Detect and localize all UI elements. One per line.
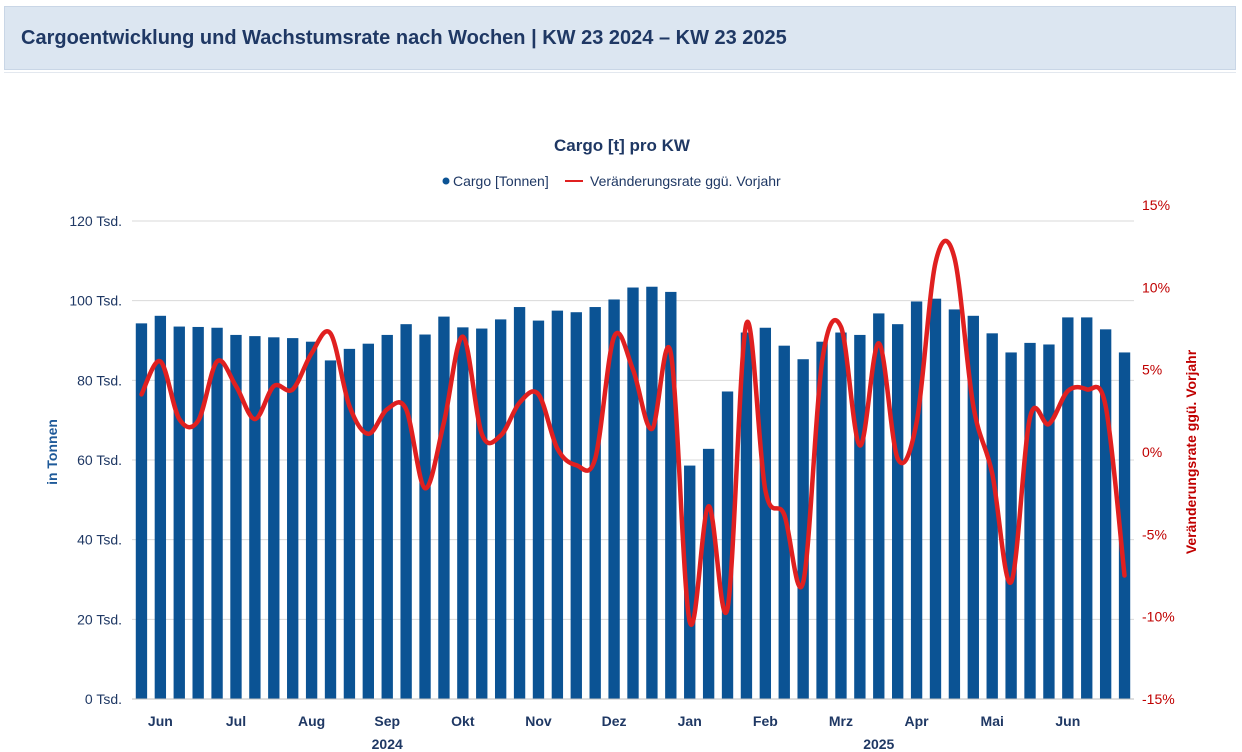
y-tick-label-right: 10%	[1142, 279, 1170, 295]
cargo-bar	[1062, 317, 1074, 699]
x-tick-label-month: Jul	[226, 713, 246, 729]
x-tick-label-month: Jun	[148, 713, 173, 729]
cargo-bar	[551, 310, 564, 699]
cargo-bar	[1081, 317, 1093, 699]
x-tick-label-month: Sep	[374, 713, 400, 729]
cargo-bar	[135, 323, 148, 699]
cargo-bar	[608, 299, 620, 699]
legend: Cargo [Tonnen] Veränderungsrate ggü. Vor…	[442, 173, 781, 189]
x-tick-label-month: Jan	[678, 713, 702, 729]
cargo-bar	[419, 334, 431, 699]
legend-bar-marker	[442, 177, 450, 185]
cargo-bar	[173, 326, 185, 699]
x-tick-label-month: Jun	[1055, 713, 1080, 729]
cargo-bar	[438, 316, 450, 699]
legend-bar-label: Cargo [Tonnen]	[453, 173, 549, 189]
y-tick-label-left: 0 Tsd.	[85, 691, 122, 707]
cargo-bar	[400, 324, 412, 699]
cargo-bar	[873, 313, 885, 699]
cargo-bar	[476, 328, 488, 699]
cargo-bar	[702, 448, 715, 699]
y-tick-label-right: 5%	[1142, 362, 1162, 378]
x-tick-label-month: Nov	[525, 713, 552, 729]
y-tick-label-right: 0%	[1142, 444, 1162, 460]
bar-series	[135, 286, 1131, 699]
cargo-bar	[816, 341, 828, 699]
cargo-bar	[929, 298, 942, 699]
x-tick-label-month: Apr	[905, 713, 930, 729]
cargo-bar	[835, 332, 847, 699]
cargo-bar	[192, 326, 204, 699]
cargo-bar	[324, 360, 337, 699]
y-tick-label-right: -5%	[1142, 526, 1167, 542]
cargo-bar	[740, 332, 753, 699]
header-divider	[4, 72, 1236, 73]
x-tick-label-month: Dez	[602, 713, 627, 729]
y-axis-right-ticks: -15% -10% -5% 0% 5% 10% 15%	[1142, 197, 1175, 707]
cargo-bar	[665, 291, 677, 699]
cargo-bar	[1099, 329, 1112, 699]
cargo-bar	[967, 315, 979, 699]
cargo-bar	[513, 307, 526, 699]
y-tick-label-left: 20 Tsd.	[77, 611, 122, 627]
y-tick-label-right: 15%	[1142, 197, 1170, 213]
y-axis-left-ticks: 0 Tsd. 20 Tsd. 40 Tsd. 60 Tsd. 80 Tsd. 100 Ts…	[69, 213, 122, 707]
cargo-bar	[343, 348, 356, 699]
cargo-bar	[986, 333, 998, 699]
cargo-bar	[684, 465, 696, 699]
cargo-bar	[721, 391, 734, 699]
y-tick-label-left: 80 Tsd.	[77, 372, 122, 388]
cargo-bar	[910, 301, 923, 699]
cargo-bar	[759, 327, 772, 699]
y-tick-label-right: -10%	[1142, 609, 1175, 625]
y-axis-left-label: in Tonnen	[44, 419, 60, 485]
cargo-bar	[494, 319, 507, 699]
cargo-bar	[570, 312, 582, 699]
cargo-bar	[1024, 342, 1036, 699]
legend-line-label: Veränderungsrate ggü. Vorjahr	[590, 173, 781, 189]
y-tick-label-right: -15%	[1142, 691, 1175, 707]
cargo-bar	[268, 337, 280, 699]
cargo-bar	[381, 334, 393, 699]
cargo-bar	[362, 343, 374, 699]
x-tick-label-month: Okt	[451, 713, 475, 729]
y-tick-label-left: 120 Tsd.	[69, 213, 122, 229]
cargo-bar	[305, 341, 318, 699]
page-title: Cargoentwicklung und Wachstumsrate nach …	[21, 27, 787, 49]
y-tick-label-left: 60 Tsd.	[77, 452, 122, 468]
cargo-bar	[854, 334, 866, 699]
x-axis-year-labels: 2024 2025	[372, 736, 895, 752]
chart-title: Cargo [t] pro KW	[554, 136, 691, 155]
cargo-bar	[230, 334, 242, 699]
cargo-bar	[532, 320, 545, 699]
cargo-bar	[1043, 344, 1055, 699]
x-axis-year-label: 2025	[863, 736, 894, 752]
x-tick-label-month: Mrz	[829, 713, 853, 729]
cargo-bar	[1118, 352, 1131, 699]
cargo-bar	[892, 324, 904, 699]
cargo-bar	[589, 307, 601, 699]
x-tick-label-month: Feb	[753, 713, 778, 729]
cargo-bar	[249, 336, 261, 699]
cargo-bar	[457, 327, 469, 699]
cargo-bar	[646, 286, 658, 699]
cargo-bar	[211, 327, 223, 699]
y-tick-label-left: 100 Tsd.	[69, 293, 122, 309]
cargo-bar	[797, 359, 809, 699]
y-axis-right-label: Veränderungsrate ggü. Vorjahr	[1183, 349, 1199, 554]
y-tick-label-left: 40 Tsd.	[77, 532, 122, 548]
growth-rate-line	[139, 238, 1127, 627]
x-axis-month-ticks: Jun Jul Aug Sep Okt Nov Dez Jan Feb Mrz Apr Mai Jun	[148, 713, 1080, 729]
header-bar: Cargoentwicklung und Wachstumsrate nach …	[4, 6, 1236, 70]
cargo-bar	[948, 309, 961, 699]
cargo-bar	[287, 338, 299, 699]
x-tick-label-month: Mai	[981, 713, 1004, 729]
cargo-bar	[627, 287, 639, 699]
cargo-bar	[154, 315, 167, 699]
cargo-bar	[1005, 352, 1017, 699]
x-tick-label-month: Aug	[298, 713, 325, 729]
x-axis-year-label: 2024	[372, 736, 403, 752]
